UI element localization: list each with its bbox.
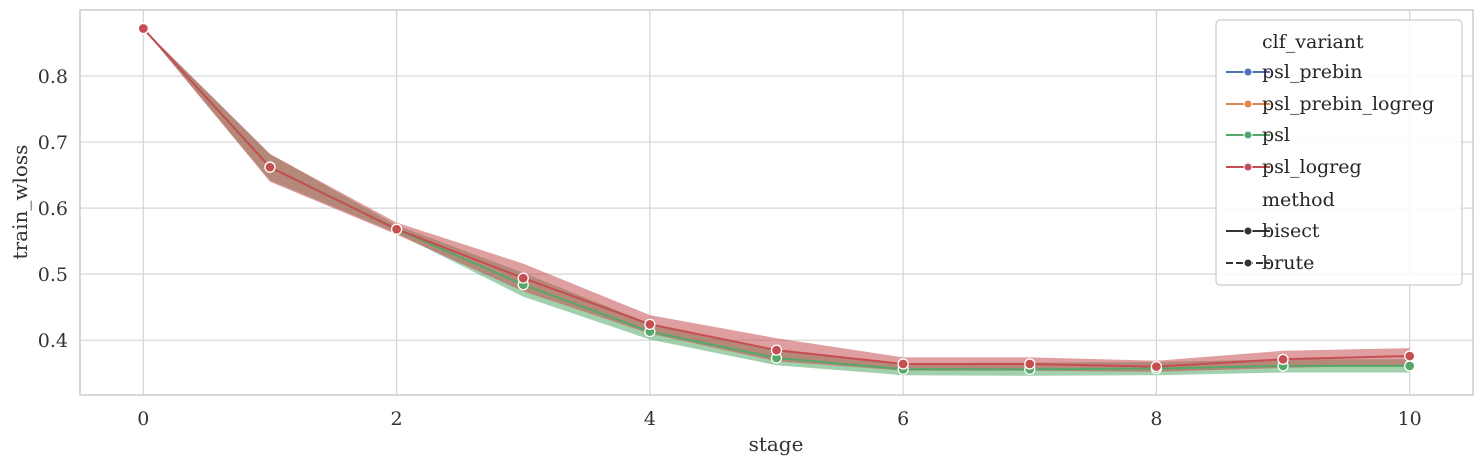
legend-marker-psl-logreg [1243, 162, 1253, 172]
x-tick-label: 6 [897, 408, 909, 430]
legend: clf_variant psl_prebin psl_prebin_logreg… [1215, 19, 1463, 286]
legend-entry-brute: brute [1226, 252, 1314, 274]
x-tick-label: 10 [1398, 408, 1422, 430]
legend-box [1215, 19, 1463, 286]
point-psl-logreg [1404, 350, 1416, 362]
point-psl-logreg [1024, 358, 1036, 370]
legend-entry-psl: psl [1226, 124, 1290, 146]
legend-label-brute: brute [1262, 252, 1314, 274]
legend-label-psl: psl [1262, 124, 1290, 146]
legend-label-bisect: bisect [1262, 220, 1320, 242]
series-markers [137, 22, 1416, 375]
legend-label-psl-prebin-logreg: psl_prebin_logreg [1262, 93, 1434, 115]
legend-hue-title: clf_variant [1262, 31, 1364, 53]
point-psl-logreg [390, 223, 403, 235]
point-psl-logreg [897, 358, 909, 370]
x-axis-label: stage [749, 432, 804, 456]
x-tick-label: 0 [137, 408, 149, 430]
y-tick-label: 0.5 [38, 264, 68, 286]
legend-marker-psl-prebin-logreg [1243, 99, 1253, 109]
y-axis-label: train_wloss [8, 145, 32, 260]
y-tick-labels: 0.4 0.5 0.6 0.7 0.8 [38, 66, 68, 352]
x-tick-labels: 0 2 4 6 8 10 [137, 408, 1422, 430]
y-tick-label: 0.8 [38, 66, 68, 88]
point-psl-logreg [770, 344, 783, 356]
point-psl-logreg [1277, 353, 1289, 365]
point-psl [1404, 360, 1416, 372]
legend-style-title: method [1262, 189, 1335, 211]
point-psl-logreg [264, 161, 276, 173]
point-psl-logreg [644, 318, 656, 330]
x-tick-label: 2 [391, 408, 403, 430]
x-tick-label: 4 [644, 408, 656, 430]
legend-label-psl-prebin: psl_prebin [1262, 61, 1362, 83]
legend-entry-psl-logreg: psl_logreg [1226, 156, 1362, 178]
x-tick-label: 8 [1150, 408, 1162, 430]
y-tick-label: 0.7 [38, 132, 68, 154]
point-psl-logreg [517, 272, 529, 284]
legend-entry-psl-prebin: psl_prebin [1226, 61, 1362, 83]
legend-marker-bisect [1243, 226, 1253, 236]
plot-frame [79, 9, 1474, 396]
y-tick-label: 0.6 [38, 198, 68, 220]
legend-marker-psl [1243, 130, 1253, 140]
legend-label-psl-logreg: psl_logreg [1262, 156, 1362, 178]
point-psl-logreg [137, 22, 149, 35]
point-psl-logreg [1150, 360, 1163, 373]
y-tick-label: 0.4 [38, 330, 68, 352]
legend-marker-psl-prebin [1243, 67, 1253, 77]
legend-marker-brute [1243, 258, 1253, 268]
legend-entry-psl-prebin-logreg: psl_prebin_logreg [1226, 93, 1434, 115]
legend-entry-bisect: bisect [1226, 220, 1320, 242]
